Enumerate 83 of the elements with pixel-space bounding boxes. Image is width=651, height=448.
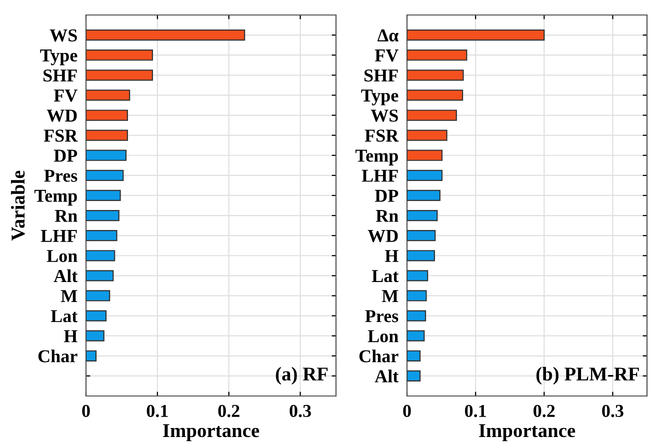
bar (86, 190, 121, 202)
bar (86, 290, 110, 302)
x-tick-label: 0.2 (218, 404, 240, 418)
y-tick-label: Temp (355, 150, 398, 166)
y-tick-label: SHF (44, 69, 77, 82)
annotation: (a) RF (276, 366, 328, 385)
y-tick-label: Pres (365, 310, 398, 322)
bar (86, 29, 246, 41)
y-tick-label: Type (40, 50, 78, 66)
x-axis-title: Importance (163, 424, 260, 442)
bar (407, 330, 425, 342)
x-tick-label: 0 (403, 404, 411, 418)
x-tick-label: 0.1 (146, 404, 168, 418)
y-tick-label: Char (359, 350, 398, 362)
y-tick-label: FV (374, 50, 398, 62)
y-tick-label: FV (54, 90, 78, 102)
bar (407, 130, 448, 141)
bar (86, 270, 114, 282)
x-tick-label: 0.3 (602, 404, 624, 418)
y-tick-label: SHF (364, 69, 398, 82)
bar (86, 90, 130, 101)
y-tick-label: Type (361, 90, 398, 106)
x-axis-title: Importance (479, 424, 576, 442)
y-tick-label: Rn (54, 210, 78, 222)
y-tick-label: H (64, 330, 78, 342)
y-tick-label: FSR (364, 130, 399, 142)
x-tick-label: 0 (82, 404, 90, 418)
bar (407, 150, 443, 161)
x-tick-label: 0.3 (290, 404, 311, 418)
bar (407, 310, 426, 322)
bar (407, 110, 457, 121)
y-tick-label: H (384, 250, 398, 262)
y-tick-label: WD (46, 110, 77, 122)
bar (407, 50, 468, 61)
bar (86, 350, 97, 362)
y-tick-label: FSR (44, 130, 78, 142)
bar (407, 29, 545, 41)
bar (86, 330, 104, 342)
y-tick-label: Lon (46, 250, 78, 262)
bar (86, 310, 107, 322)
y-tick-label: Temp (34, 190, 77, 206)
bar (407, 230, 436, 242)
y-tick-label: DP (54, 150, 78, 162)
y-tick-label: Alt (374, 370, 399, 382)
bar (407, 90, 464, 101)
bar (407, 70, 464, 81)
annotation: (b) PLM-RF (536, 366, 639, 385)
bar (86, 70, 153, 81)
bar (407, 290, 427, 302)
bar (407, 190, 440, 202)
bar (86, 210, 120, 222)
y-tick-label: LHF (362, 170, 398, 182)
y-tick-label: Δα (378, 29, 398, 42)
bar (86, 170, 124, 181)
y-tick-label: Lat (50, 310, 78, 322)
bar (407, 210, 438, 222)
bar (407, 250, 435, 262)
y-tick-label: LHF (40, 230, 77, 242)
y-tick-label: Pres (44, 170, 78, 182)
y-axis-title: Variable (10, 170, 25, 241)
y-tick-label: WS (50, 29, 77, 42)
bar (86, 130, 128, 141)
bar (407, 270, 428, 282)
y-tick-label: DP (374, 190, 398, 202)
y-tick-label: Char (38, 350, 78, 362)
x-tick-label: 0.2 (534, 404, 555, 418)
bar (86, 230, 118, 242)
bar (407, 170, 443, 181)
bar (86, 150, 127, 161)
bar (86, 50, 153, 61)
y-tick-label: WD (368, 230, 398, 242)
y-tick-label: Lon (368, 330, 398, 342)
y-tick-label: M (382, 290, 398, 302)
y-tick-label: Alt (54, 269, 78, 282)
bar (86, 110, 128, 121)
bar (86, 250, 116, 262)
y-tick-label: M (60, 290, 78, 302)
x-tick-label: 0.1 (464, 404, 486, 418)
y-tick-label: Rn (376, 210, 398, 222)
y-tick-label: WS (370, 110, 398, 122)
bar (407, 350, 421, 362)
bar (407, 370, 421, 382)
y-tick-label: Lat (372, 270, 399, 282)
